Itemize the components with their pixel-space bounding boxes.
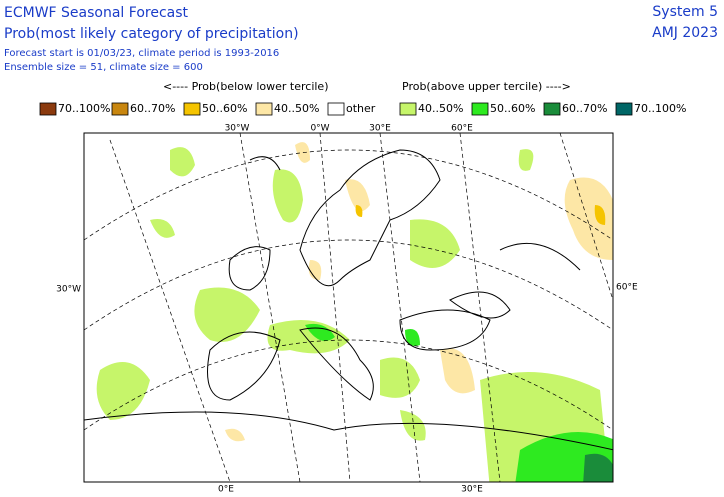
legend-swatch xyxy=(327,102,345,116)
ensemble-size: Ensemble size = 51, climate size = 600 xyxy=(4,62,203,73)
lat-label: 30°W xyxy=(56,285,81,295)
lon-label: 30°E xyxy=(369,124,391,134)
precip-area xyxy=(305,323,613,482)
title: ECMWF Seasonal Forecast xyxy=(4,5,189,21)
legend-swatch xyxy=(39,102,57,116)
system: System 5 xyxy=(652,4,718,20)
legend-swatch xyxy=(183,102,201,116)
legend-label: 50..60% xyxy=(490,102,535,115)
lon-label: 0°W xyxy=(310,124,329,134)
subtitle: Prob(most likely category of precipitati… xyxy=(4,26,299,42)
forecast-start: Forecast start is 01/03/23, climate peri… xyxy=(4,48,279,59)
lat-label: 60°E xyxy=(616,283,638,293)
legend-label: 60..70% xyxy=(562,102,607,115)
legend-swatch xyxy=(471,102,489,116)
legend-label: 70..100% xyxy=(634,102,686,115)
lon-label: 30°E xyxy=(461,485,483,495)
map-frame xyxy=(83,132,614,483)
graticule xyxy=(84,133,613,482)
lon-label: 0°E xyxy=(218,485,234,495)
lon-label: 60°E xyxy=(451,124,473,134)
legend-swatch xyxy=(399,102,417,116)
legend-swatch xyxy=(255,102,273,116)
precip-area xyxy=(583,453,613,482)
legend-label: 50..60% xyxy=(202,102,247,115)
legend: 70..100% 60..70% 50..60% 40..50% other 40..50… xyxy=(39,102,686,116)
legend-below-label: <---- Prob(below lower tercile) xyxy=(163,80,329,93)
period: AMJ 2023 xyxy=(652,25,718,41)
legend-above-label: Prob(above upper tercile) ----> xyxy=(402,80,571,93)
legend-swatch xyxy=(615,102,633,116)
legend-swatch xyxy=(111,102,129,116)
legend-label: other xyxy=(346,102,376,115)
legend-label: 40..50% xyxy=(274,102,319,115)
legend-label: 60..70% xyxy=(130,102,175,115)
legend-swatch xyxy=(543,102,561,116)
coastline xyxy=(84,149,613,451)
legend-label: 40..50% xyxy=(418,102,463,115)
map xyxy=(84,133,613,482)
legend-label: 70..100% xyxy=(58,102,110,115)
lon-label: 30°W xyxy=(225,124,250,134)
